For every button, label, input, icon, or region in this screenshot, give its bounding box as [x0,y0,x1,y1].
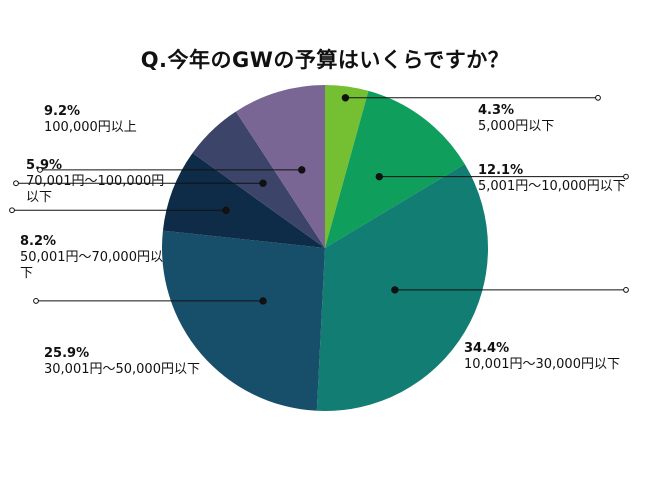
slice-label-0: 4.3% 5,000円以下 [478,103,554,135]
slice-label-1: 12.1% 5,001円〜10,000円以下 [478,163,638,195]
slice-percent: 25.9% [44,346,90,361]
slice-range: 100,000円以上 [44,120,137,135]
leader-end-dot [9,207,15,214]
slice-range: 5,000円以下 [478,119,555,134]
slice-range: 30,001円〜50,000円以下 [44,362,200,377]
slice-percent: 4.3% [478,103,515,118]
leader-anchor-dot [391,286,399,294]
pie-slice [162,153,325,248]
chart-title: Q.今年のGWの予算はいくらですか？ [140,48,510,72]
leader-anchor-dot [341,94,350,102]
slice-percent: 8.2% [20,234,57,249]
slice-range: 50,001円〜70,000円以下 [20,250,163,281]
leader-anchor-dot [298,166,306,174]
leader-anchor-dot [259,297,267,305]
leader-anchor-dot [259,179,267,187]
slice-label-2: 34.4% 10,001円〜30,000円以下 [464,341,634,373]
leader-end-dot [33,298,39,304]
pie-slice [161,230,325,411]
leader-end-dot [595,94,601,101]
leader-end-dot [37,166,43,173]
slice-label-5: 5.9% 70,001円〜100,000円以下 [26,158,176,206]
leader-end-dot [623,173,629,180]
slice-percent: 5.9% [26,158,63,173]
slice-percent: 12.1% [478,163,524,178]
slice-label-6: 9.2% 100,000円以上 [44,104,137,136]
slice-range: 70,001円〜100,000円以下 [26,174,165,205]
slice-range: 10,001円〜30,000円以下 [464,357,620,372]
pie-slice [325,90,465,248]
pie-slice [235,85,325,248]
slice-label-3: 25.9% 30,001円〜50,000円以下 [44,346,214,378]
slice-label-4: 8.2% 50,001円〜70,000円以下 [20,234,170,282]
leader-end-dot [623,287,629,293]
pie-slice [325,85,369,248]
leader-anchor-dot [375,172,383,181]
pie-slice [316,164,489,411]
leader-anchor-dot [222,206,230,214]
slice-range: 5,001円〜10,000円以下 [478,179,626,194]
leader-end-dot [13,180,19,187]
pie-slice [192,111,325,248]
slice-percent: 9.2% [44,104,81,119]
slice-percent: 34.4% [464,341,510,356]
